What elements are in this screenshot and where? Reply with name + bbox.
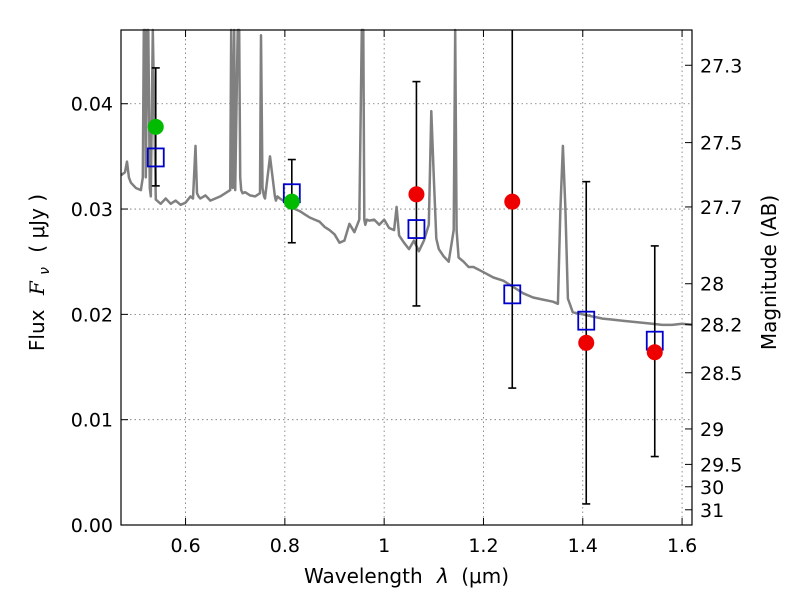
- right-tick-label: 29.5: [700, 454, 742, 476]
- right-tick-label: 31: [700, 500, 724, 522]
- x-axis-label-symbol: λ: [436, 564, 449, 588]
- y-tick-label: 0.04: [71, 94, 113, 116]
- nondetection-point: [578, 334, 595, 351]
- observed-fluxes: [147, 118, 663, 361]
- x-tick-label: 0.6: [170, 535, 200, 557]
- right-axis-label: Magnitude (AB): [757, 195, 781, 350]
- detection-point: [147, 118, 164, 135]
- right-tick-label: 29: [700, 419, 724, 441]
- model-band-square: [577, 310, 596, 331]
- sed-model-line: [120, 28, 693, 327]
- model-band-square: [146, 147, 165, 168]
- y-tick-label: 0.00: [71, 515, 113, 537]
- right-tick-label: 28: [700, 274, 724, 296]
- x-tick-label: 1.2: [468, 535, 498, 557]
- nondetection-point: [408, 186, 425, 203]
- right-tick-label: 27.3: [700, 55, 742, 77]
- error-bars: [151, 30, 659, 505]
- y-tick-label: 0.02: [71, 304, 113, 326]
- right-tick-label: 28.5: [700, 363, 742, 385]
- x-tick-label: 1: [378, 535, 390, 557]
- y-axis-label-subscript: ν: [37, 267, 53, 275]
- x-tick-label: 1.4: [568, 535, 598, 557]
- sed-model-layer: [120, 28, 693, 327]
- x-axis-label-text: Wavelength: [304, 564, 423, 588]
- right-tick-label: 28.2: [700, 314, 742, 336]
- x-axis-label-unit: (μm): [461, 564, 509, 588]
- y-axis-label-unit: ( μJy ): [25, 194, 49, 253]
- right-tick-label: 27.7: [700, 197, 742, 219]
- right-tick-label: 27.5: [700, 133, 742, 155]
- y-axis-label-symbol: F: [25, 280, 49, 296]
- y-axis-label-text: Flux: [25, 309, 49, 351]
- plot-frame: [120, 29, 693, 526]
- x-axis-label: Wavelength λ (μm): [304, 564, 509, 588]
- nondetection-point: [504, 193, 521, 210]
- nondetection-point: [646, 344, 663, 361]
- axis-ticks: [121, 30, 692, 526]
- model-band-square: [503, 284, 522, 305]
- y-tick-label: 0.03: [71, 199, 113, 221]
- detection-point: [283, 193, 300, 210]
- x-tick-label: 0.8: [270, 535, 300, 557]
- grid-lines: [121, 30, 692, 526]
- y-tick-label: 0.01: [71, 410, 113, 432]
- model-band-square: [407, 219, 426, 239]
- y-axis-label: Flux F ν ( μJy ): [25, 194, 54, 351]
- right-tick-label: 30: [700, 477, 724, 499]
- x-tick-label: 1.6: [667, 535, 697, 557]
- tick-labels: 0.6 0.8 1 1.2 1.4 1.6 0.00 0.01 0.02 0.03 0.04 27.3…: [71, 55, 743, 557]
